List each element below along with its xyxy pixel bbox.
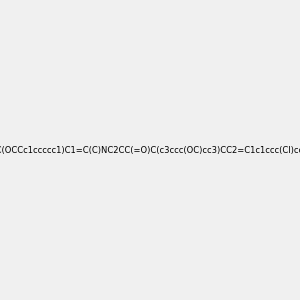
Text: O=C(OCCc1ccccc1)C1=C(C)NC2CC(=O)C(c3ccc(OC)cc3)CC2=C1c1ccc(Cl)cc1Cl: O=C(OCCc1ccccc1)C1=C(C)NC2CC(=O)C(c3ccc(… [0, 146, 300, 154]
